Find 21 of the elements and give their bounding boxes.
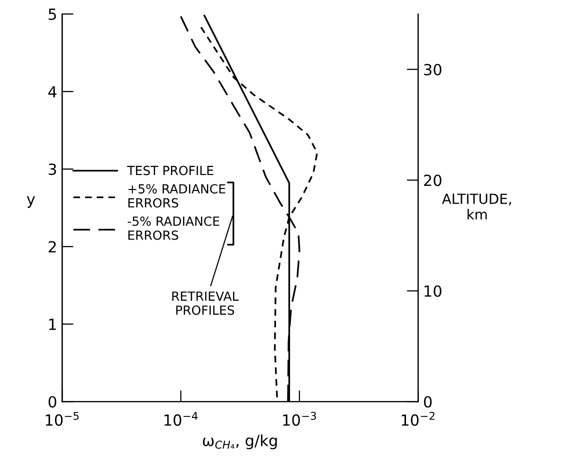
y-tick-label: 4	[48, 86, 56, 98]
legend-label: -5% RADIANCE ERRORS	[128, 216, 220, 240]
legend-label: +5% RADIANCE ERRORS	[128, 184, 226, 208]
y-tick-label: 3	[48, 164, 56, 176]
x-tick-label: 10$^{−4}$	[164, 412, 198, 426]
y-tick-label: 0	[48, 396, 56, 408]
y-tick-label: 2	[48, 241, 56, 252]
y2-tick-label: 10	[424, 285, 442, 297]
y-tick-label: 5	[48, 8, 56, 20]
x-tick-label: 10$^{−2}$	[402, 412, 434, 426]
y2-tick-label: 20	[424, 174, 442, 186]
y-axis-title: y	[26, 196, 35, 208]
x-tick-label: 10$^{−3}$	[283, 412, 316, 426]
x-axis-title: ω$_{CH₄}$, g/kg	[202, 434, 277, 450]
x-tick-label: 10$^{−5}$	[46, 412, 79, 426]
y2-axis-title: ALTITUDE, km	[442, 194, 511, 220]
y-tick-label: 1	[49, 318, 56, 330]
legend-label: TEST PROFILE	[127, 166, 214, 176]
y2-tick-label: 0	[424, 396, 432, 408]
annotation: RETRIEVAL PROFILES	[172, 292, 239, 315]
y2-tick-label: 30	[424, 64, 442, 76]
